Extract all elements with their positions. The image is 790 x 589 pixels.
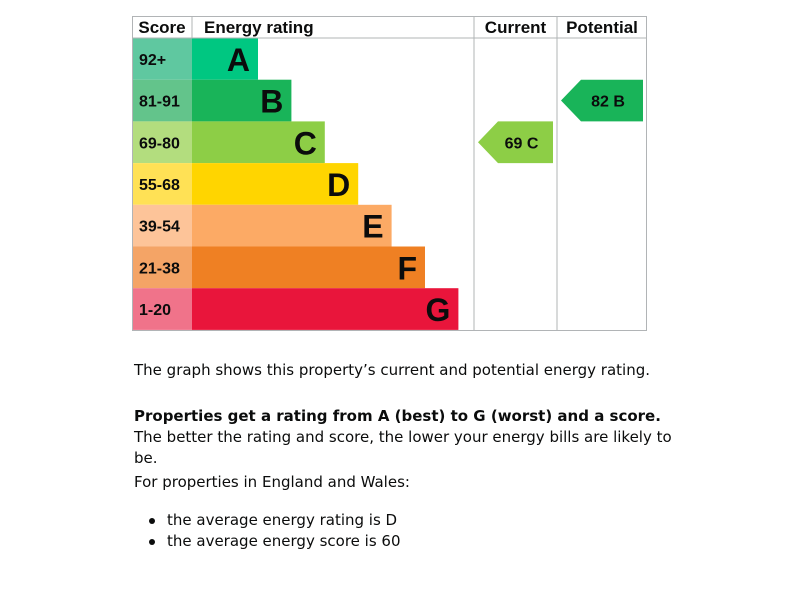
- score-range-f: 21-38: [139, 260, 180, 277]
- rating-bar-a: [192, 38, 258, 80]
- rating-bands: 92+ A 81-91 B 69-80 C 55-68 D 39-54 E 21-38 F 1-20 G: [132, 38, 459, 330]
- averages-list: the average energy rating is D the avera…: [134, 510, 401, 552]
- score-range-a: 92+: [139, 52, 166, 69]
- potential-rating-arrow: [561, 79, 643, 122]
- rating-explanation-rest: The better the rating and score, the low…: [134, 428, 672, 467]
- chart-grid: [132, 16, 647, 331]
- score-range-b: 81-91: [139, 94, 180, 111]
- rating-letter-g: G: [426, 292, 451, 328]
- rating-bar-g: [192, 288, 459, 330]
- header-energy-rating: Energy rating: [204, 18, 314, 37]
- current-rating-label: 69 C: [505, 135, 539, 152]
- header-score: Score: [138, 18, 185, 37]
- chart-headers: Score Energy rating Current Potential: [138, 18, 638, 37]
- score-range-e: 39-54: [139, 219, 180, 236]
- score-cell-c: [132, 121, 192, 164]
- header-potential: Potential: [566, 18, 638, 37]
- rating-letter-f: F: [397, 250, 417, 286]
- rating-bar-b: [192, 79, 292, 122]
- score-range-d: 55-68: [139, 177, 180, 194]
- rating-letter-b: B: [260, 84, 283, 120]
- average-rating-item: the average energy rating is D: [134, 510, 401, 531]
- rating-explanation-bold: Properties get a rating from A (best) to…: [134, 407, 661, 425]
- score-range-g: 1-20: [139, 302, 171, 319]
- rating-arrows: 69 C 82 B: [478, 79, 643, 164]
- current-rating-arrow: [478, 121, 553, 164]
- rating-letter-e: E: [362, 209, 383, 245]
- score-cell-e: [132, 204, 192, 247]
- score-cell-g: [132, 288, 192, 330]
- average-score-item: the average energy score is 60: [134, 531, 401, 552]
- rating-bar-c: [192, 121, 325, 164]
- rating-letter-c: C: [294, 125, 317, 161]
- score-cell-b: [132, 79, 192, 122]
- chart-border: [132, 16, 647, 331]
- rating-letter-a: A: [227, 42, 250, 78]
- score-cell-f: [132, 246, 192, 289]
- energy-rating-chart: 92+ A81-91 B69-80 C55-68 D39-54 E21-38 F1-20 G …: [132, 16, 647, 331]
- rating-bar-f: [192, 246, 425, 289]
- score-cell-d: [132, 163, 192, 205]
- intro-paragraph: The graph shows this property’s current …: [134, 361, 650, 379]
- rating-explanation: Properties get a rating from A (best) to…: [134, 406, 674, 469]
- score-range-c: 69-80: [139, 135, 180, 152]
- header-current: Current: [485, 18, 547, 37]
- region-paragraph: For properties in England and Wales:: [134, 473, 410, 491]
- rating-letter-d: D: [327, 167, 350, 203]
- rating-bar-e: [192, 204, 392, 247]
- rating-bar-d: [192, 163, 359, 205]
- potential-rating-label: 82 B: [591, 94, 625, 111]
- score-cell-a: [132, 38, 192, 80]
